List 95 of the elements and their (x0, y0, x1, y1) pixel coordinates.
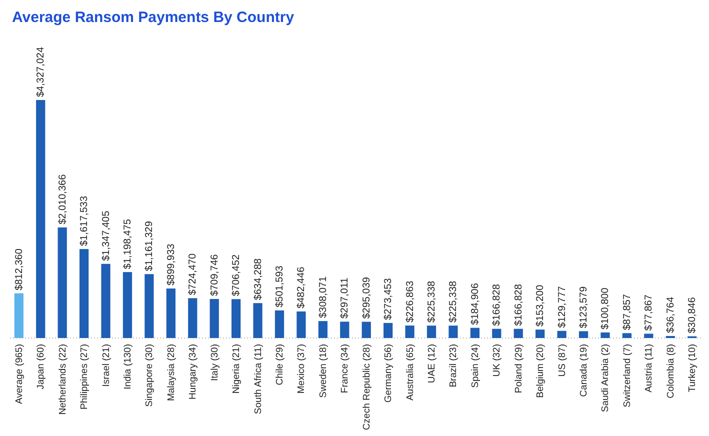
x-tick-label: Sweden (18) (318, 344, 329, 398)
bar (36, 100, 46, 338)
data-label: $1,161,329 (144, 220, 156, 272)
bar (253, 303, 262, 338)
bar (318, 321, 328, 338)
x-tick-label: Japan (60) (36, 344, 47, 390)
x-tick-label: Australia (65) (404, 344, 416, 400)
data-label: $709,746 (209, 254, 220, 296)
data-label: $724,470 (188, 253, 199, 296)
x-tick-label: Austria (11) (644, 344, 655, 392)
data-label: $100,800 (600, 287, 612, 330)
x-tick-label: France (34) (340, 344, 351, 394)
data-label: $226,863 (404, 280, 416, 323)
data-label: $482,446 (296, 266, 308, 308)
bar (166, 288, 176, 338)
bar (340, 322, 350, 338)
data-label: $77,867 (644, 294, 655, 331)
bar (296, 311, 306, 338)
data-label: $225,338 (448, 280, 460, 323)
bar (384, 322, 393, 338)
bar (492, 328, 502, 338)
data-label: $4,327,024 (36, 46, 47, 97)
bar (578, 331, 588, 338)
x-tick-label: Canada (19) (578, 344, 590, 397)
bar (557, 330, 566, 338)
data-label: $1,617,533 (79, 196, 90, 246)
bar (362, 322, 371, 338)
bar (188, 298, 198, 338)
x-tick-label: Philippines (27) (79, 344, 90, 410)
x-tick-label: Malaysia (28) (166, 344, 177, 402)
bar (79, 249, 89, 338)
x-tick-label: Average (965) (14, 344, 25, 404)
x-tick-label: UK (32) (492, 344, 503, 377)
data-label: $812,360 (14, 248, 25, 290)
x-tick-label: Czech Republic (28) (361, 344, 372, 430)
data-label: $153,200 (535, 284, 546, 327)
x-tick-label: Brazil (23) (448, 344, 460, 388)
bar (122, 272, 132, 338)
x-tick-label: Netherlands (22) (57, 344, 68, 415)
data-label: $225,338 (426, 280, 438, 323)
data-label: $297,011 (340, 277, 351, 319)
data-label: $123,579 (578, 286, 590, 328)
data-label: $634,288 (252, 258, 264, 300)
x-tick-label: Saudi Arabia (2) (600, 344, 612, 412)
data-label: $706,452 (231, 254, 242, 296)
x-tick-label: Poland (29) (513, 344, 524, 394)
x-tick-label: Belgium (20) (535, 344, 546, 398)
x-tick-label: Singapore (30) (144, 344, 156, 407)
data-label: $308,071 (318, 276, 329, 318)
bar (470, 328, 480, 338)
data-label: $899,933 (166, 243, 177, 286)
bar (448, 326, 458, 338)
bar (622, 333, 632, 338)
bar (144, 274, 154, 338)
x-tick-label: Germany (56) (383, 344, 394, 403)
bar (274, 310, 284, 338)
x-tick-label: Italy (30) (209, 344, 220, 381)
data-label: $1,198,475 (122, 218, 134, 270)
x-tick-label: Hungary (34) (188, 344, 199, 400)
x-tick-label: Colombia (8) (665, 344, 676, 398)
bar (514, 328, 523, 338)
x-tick-label: Nigeria (21) (231, 344, 242, 394)
data-label: $295,039 (361, 276, 372, 319)
x-tick-label: US (87) (556, 344, 568, 377)
chart-title: Average Ransom Payments By Country (12, 9, 295, 26)
x-tick-label: India (130) (122, 344, 134, 390)
bar (426, 326, 436, 338)
bar (232, 299, 241, 338)
bar (101, 264, 110, 338)
bar (644, 334, 654, 338)
data-label: $1,347,405 (100, 210, 112, 261)
bar (536, 330, 545, 338)
x-tick-label: UAE (12) (426, 344, 438, 384)
x-tick-label: Switzerland (7) (622, 344, 633, 408)
data-label: $36,764 (665, 296, 676, 333)
bar (210, 298, 219, 338)
bar (58, 227, 67, 338)
data-label: $87,857 (622, 294, 633, 330)
x-tick-label: Chile (29) (274, 344, 286, 386)
x-tick-label: Spain (24) (470, 344, 481, 388)
data-label: $184,906 (470, 282, 481, 325)
data-label: $30,846 (687, 296, 698, 334)
data-label: $2,010,366 (57, 174, 68, 224)
bar (600, 332, 610, 338)
data-label: $501,593 (274, 265, 286, 308)
x-tick-label: South Africa (11) (252, 344, 264, 414)
data-label: $166,828 (513, 284, 524, 326)
data-label: $129,777 (556, 286, 568, 328)
x-tick-label: Mexico (37) (296, 344, 308, 394)
data-label: $273,453 (383, 278, 394, 320)
bar (14, 293, 24, 338)
x-tick-label: Israel (21) (100, 344, 112, 387)
x-tick-label: Turkey (10) (687, 344, 698, 392)
data-label: $166,828 (492, 284, 503, 326)
bar (405, 326, 414, 338)
